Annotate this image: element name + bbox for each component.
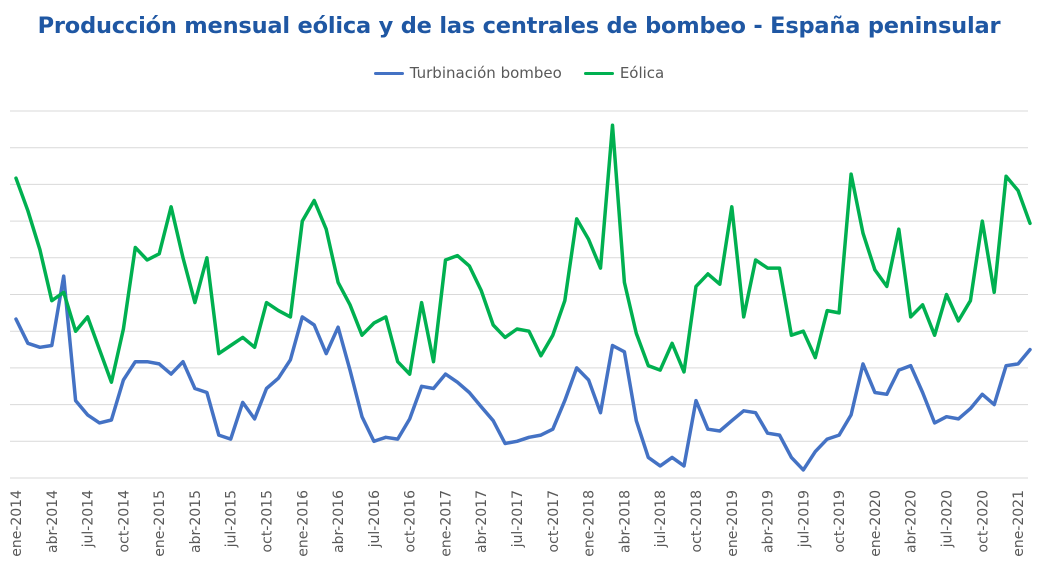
x-tick-label: oct-2018 <box>689 490 705 552</box>
x-tick-label: oct-2020 <box>975 490 991 552</box>
legend-swatch-eolica <box>583 71 614 75</box>
x-tick-label: oct-2017 <box>546 490 562 552</box>
x-tick-label: ene-2021 <box>1011 490 1027 557</box>
x-tick-label: jul-2019 <box>796 490 812 548</box>
x-tick-label: jul-2016 <box>367 490 383 548</box>
legend-label-eolica: Eólica <box>619 64 665 82</box>
x-tick-label: abr-2017 <box>474 490 490 553</box>
x-tick-label: abr-2014 <box>45 490 61 553</box>
x-tick-label: oct-2015 <box>260 490 276 552</box>
x-tick-label: abr-2016 <box>331 490 347 553</box>
legend-label-bombeo: Turbinación bombeo <box>409 64 562 82</box>
x-tick-label: ene-2015 <box>152 490 168 557</box>
x-tick-label: jul-2015 <box>224 490 240 548</box>
x-tick-label: jul-2017 <box>510 490 526 548</box>
series-layer <box>14 123 1032 472</box>
x-tick-label: ene-2020 <box>868 490 884 557</box>
x-tick-label: ene-2017 <box>439 490 455 557</box>
chart-legend: Turbinación bombeo Eólica <box>0 64 1038 82</box>
x-tick-label: jul-2014 <box>81 490 97 548</box>
x-tick-label: jul-2020 <box>940 490 956 548</box>
x-axis-tick-labels: ene-2014 abr-2014 jul-2014 oct-2014 ene-2015… <box>9 490 1027 557</box>
x-tick-label: abr-2020 <box>904 490 920 553</box>
x-tick-label: oct-2019 <box>832 490 848 552</box>
legend-item-eolica: Eólica <box>583 64 665 82</box>
x-tick-label: oct-2016 <box>403 490 419 553</box>
x-tick-label: ene-2018 <box>582 490 598 557</box>
gridlines <box>10 110 1028 479</box>
chart-title: Producción mensual eólica y de las centr… <box>37 13 1001 39</box>
x-tick-label: ene-2016 <box>295 490 311 557</box>
legend-swatch-bombeo <box>373 71 404 75</box>
x-tick-label: oct-2014 <box>116 490 132 553</box>
series-line-turbinacion-bombeo <box>14 274 1032 472</box>
x-tick-label: abr-2019 <box>761 490 777 553</box>
x-tick-label: jul-2018 <box>653 490 669 548</box>
x-tick-label: ene-2019 <box>725 490 741 557</box>
x-tick-label: abr-2015 <box>188 490 204 553</box>
x-tick-label: abr-2018 <box>617 490 633 553</box>
series-line-eolica <box>14 123 1032 384</box>
legend-item-bombeo: Turbinación bombeo <box>373 64 562 82</box>
x-tick-label: ene-2014 <box>9 490 25 557</box>
